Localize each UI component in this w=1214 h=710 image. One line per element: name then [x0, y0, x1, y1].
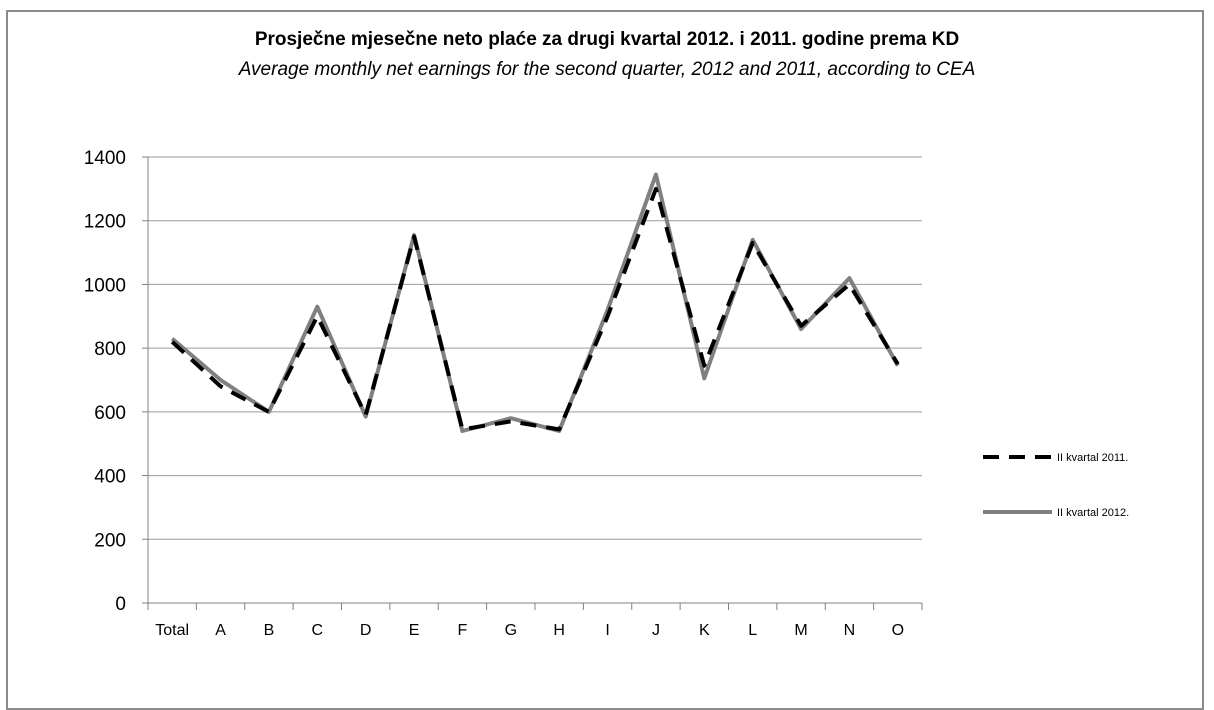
y-tick-label: 1400: [84, 148, 126, 169]
y-tick-label: 200: [94, 530, 126, 551]
x-tick-label: K: [699, 622, 710, 639]
line-chart: 0 200 400 600 800 1000 1200 1400 Total A B C D E F G H I J…: [84, 148, 1129, 639]
y-tick-label: 1200: [84, 212, 126, 233]
x-tick-label: O: [892, 622, 904, 639]
y-tick-label: 400: [94, 467, 126, 488]
x-tick-label: N: [844, 622, 856, 639]
legend-label: II kvartal 2011.: [1057, 452, 1128, 464]
legend-label: II kvartal 2012.: [1057, 507, 1129, 519]
x-tick-label: B: [264, 622, 275, 639]
chart-title: Prosječne mjesečne neto plaće za drugi k…: [254, 29, 960, 50]
x-tick-label: L: [748, 622, 757, 639]
x-tick-label: A: [215, 622, 226, 639]
x-tick-label: J: [652, 622, 660, 639]
y-tick-label: 600: [94, 403, 126, 424]
y-tick-label: 0: [115, 594, 126, 615]
chart-subtitle: Average monthly net earnings for the sec…: [238, 59, 976, 80]
x-tick-label: C: [312, 622, 324, 639]
gridlines: [148, 156, 922, 540]
x-tick-label: H: [553, 622, 565, 639]
y-tick-label: 800: [94, 339, 126, 360]
x-tick-label: D: [360, 622, 372, 639]
legend: II kvartal 2011. II kvartal 2012.: [983, 452, 1129, 519]
x-tick-label: I: [605, 622, 609, 639]
series-lines: [170, 172, 900, 433]
y-tick-label: 1000: [84, 275, 126, 296]
x-tick-label: M: [794, 622, 807, 639]
axes: 0 200 400 600 800 1000 1200 1400 Total A B C D E F G H I J…: [84, 148, 923, 639]
x-tick-label: F: [458, 622, 468, 639]
x-tick-label: Total: [155, 622, 189, 639]
series-line-2011: [170, 186, 900, 432]
x-tick-label: G: [505, 622, 517, 639]
x-tick-label: E: [409, 622, 420, 639]
